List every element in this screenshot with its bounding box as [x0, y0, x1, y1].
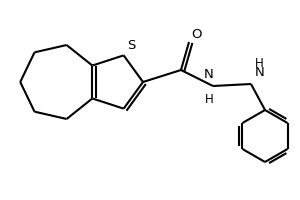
Text: N: N	[204, 68, 214, 81]
Text: H: H	[255, 57, 264, 70]
Text: S: S	[127, 39, 135, 52]
Text: O: O	[191, 28, 202, 41]
Text: N: N	[255, 66, 265, 79]
Text: H: H	[205, 93, 213, 106]
